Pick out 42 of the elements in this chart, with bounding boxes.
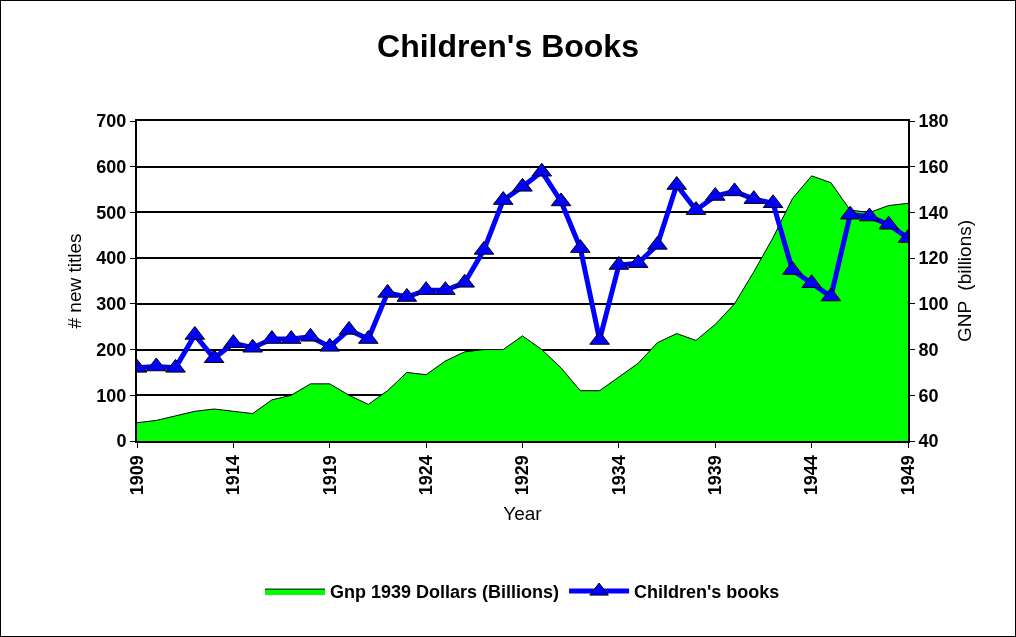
x-axis-title: Year: [503, 502, 543, 524]
point: [377, 283, 398, 298]
y2-tick-label: 180: [918, 111, 949, 132]
legend-label: Gnp 1939 Dollars (Billions): [330, 582, 560, 603]
x-tick-label: 1919: [319, 455, 340, 496]
x-tick-label: 1924: [415, 455, 436, 496]
point: [300, 327, 321, 342]
y-axis-title: # new titles: [63, 233, 85, 329]
y-tick-label: 500: [96, 202, 127, 223]
x-tick-label: 1914: [223, 455, 244, 496]
y-tick-label: 600: [96, 157, 127, 178]
x-tick-label: 1939: [705, 455, 726, 496]
y-tick-label: 0: [116, 431, 127, 452]
point: [724, 182, 745, 197]
y2-tick-label: 40: [918, 431, 939, 452]
y-tick-label: 100: [96, 385, 127, 406]
x-tick-label: 1909: [126, 455, 147, 496]
point: [165, 358, 186, 373]
y-tick-label: 400: [96, 248, 127, 269]
y-tick-label: 700: [96, 111, 127, 132]
point: [589, 330, 610, 345]
y2-tick-label: 80: [918, 339, 939, 360]
y2-tick-label: 60: [918, 385, 939, 406]
point: [647, 235, 668, 250]
point: [859, 207, 880, 222]
x-tick-label: 1949: [897, 455, 918, 496]
y-tick-label: 300: [96, 294, 127, 315]
y2-tick-label: 140: [918, 202, 949, 223]
chart-title: Children's Books: [377, 27, 639, 64]
y-tick-label: 200: [96, 339, 127, 360]
x-tick-label: 1934: [608, 455, 629, 496]
point: [801, 274, 822, 289]
y2-axis-title: GNP (billions): [953, 219, 975, 343]
point: [454, 273, 475, 288]
x-tick-label: 1929: [512, 455, 533, 496]
x-tick-label: 1944: [801, 455, 822, 496]
point: [242, 338, 263, 353]
legend-label: Children's books: [634, 582, 780, 603]
y2-tick-label: 160: [918, 157, 949, 178]
point: [512, 177, 533, 192]
y2-tick-label: 100: [918, 294, 949, 315]
y2-tick-label: 120: [918, 248, 949, 269]
